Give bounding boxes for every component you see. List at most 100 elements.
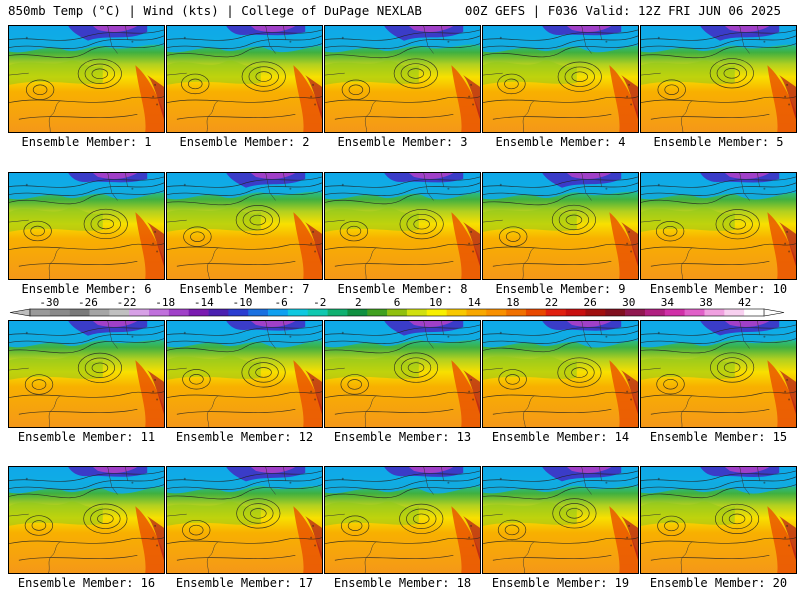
ensemble-member-label: Ensemble Member: 9 (495, 282, 626, 296)
colorbar-swatch (525, 309, 547, 316)
colorbar-swatch (347, 309, 368, 316)
ensemble-member-map (8, 25, 165, 133)
colorbar-swatch (406, 309, 428, 316)
ensemble-member-label: Ensemble Member: 5 (653, 135, 784, 149)
colorbar-swatch (30, 309, 51, 316)
colorbar-tick-label: -22 (117, 297, 137, 309)
ensemble-member-label: Ensemble Member: 16 (17, 576, 156, 590)
ensemble-member-label: Ensemble Member: 18 (333, 576, 472, 590)
colorbar-swatch (585, 309, 606, 316)
ensemble-member-label: Ensemble Member: 2 (179, 135, 310, 149)
colorbar-swatch (426, 309, 447, 316)
colorbar-swatch (506, 309, 527, 316)
colorbar-arrow-left (9, 308, 31, 317)
colorbar-swatch (129, 309, 150, 316)
colorbar-tick-label: 6 (394, 297, 401, 309)
colorbar-swatch (684, 309, 705, 316)
colorbar-swatch (89, 309, 110, 316)
ensemble-member-map (324, 172, 481, 280)
colorbar-swatch (605, 309, 626, 316)
colorbar-tick-label: 2 (355, 297, 362, 309)
colorbar-tick-label: 30 (622, 297, 635, 309)
colorbar-tick-label: -30 (39, 297, 59, 309)
ensemble-member-map (482, 320, 639, 428)
ensemble-member-label: Ensemble Member: 14 (491, 430, 630, 444)
ensemble-member-label: Ensemble Member: 6 (21, 282, 152, 296)
ensemble-member-label: Ensemble Member: 13 (333, 430, 472, 444)
ensemble-member-map (166, 466, 323, 574)
colorbar-swatch (446, 309, 467, 316)
ensemble-member-map (640, 25, 797, 133)
colorbar-swatch (545, 309, 566, 316)
colorbar-tick-label: 10 (429, 297, 442, 309)
ensemble-member-label: Ensemble Member: 8 (337, 282, 468, 296)
ensemble-member-map (8, 466, 165, 574)
colorbar-swatch (644, 309, 666, 316)
colorbar-tick-label: -14 (194, 297, 214, 309)
temperature-colorbar: -30 -26 -22 -18 -14 -10 -6 -2 2 6 10 14 18 22 26 30 34 38… (9, 297, 785, 317)
colorbar-tick-label: -26 (78, 297, 98, 309)
ensemble-member-label: Ensemble Member: 7 (179, 282, 310, 296)
ensemble-member-map (324, 466, 481, 574)
colorbar-swatch (208, 309, 229, 316)
colorbar-swatch (287, 309, 309, 316)
ensemble-member-map (8, 320, 165, 428)
ensemble-member-label: Ensemble Member: 1 (21, 135, 152, 149)
ensemble-member-map (166, 320, 323, 428)
ensemble-member-label: Ensemble Member: 10 (649, 282, 788, 296)
colorbar-swatch (625, 309, 646, 316)
colorbar-swatch (466, 309, 487, 316)
ensemble-member-map (166, 172, 323, 280)
colorbar-swatch (744, 309, 765, 316)
ensemble-member-map (482, 172, 639, 280)
ensemble-member-map (324, 25, 481, 133)
colorbar-swatch (109, 309, 130, 316)
colorbar-swatch (149, 309, 170, 316)
ensemble-member-map (482, 466, 639, 574)
colorbar-tick-label: 42 (738, 297, 751, 309)
colorbar-swatch (69, 309, 90, 316)
ensemble-member-map (640, 320, 797, 428)
colorbar-swatch (565, 309, 586, 316)
ensemble-member-label: Ensemble Member: 4 (495, 135, 626, 149)
ensemble-member-label: Ensemble Member: 19 (491, 576, 630, 590)
ensemble-member-map (640, 172, 797, 280)
ensemble-member-label: Ensemble Member: 15 (649, 430, 788, 444)
ensemble-member-label: Ensemble Member: 17 (175, 576, 314, 590)
colorbar-swatch (486, 309, 507, 316)
colorbar-swatch (168, 309, 190, 316)
colorbar-tick-label: 14 (468, 297, 482, 309)
colorbar-swatch (704, 309, 725, 316)
ensemble-member-label: Ensemble Member: 20 (649, 576, 788, 590)
colorbar-arrow-right (763, 308, 785, 317)
colorbar-tick-label: -6 (274, 297, 287, 309)
run-valid-time: 00Z GEFS | F036 Valid: 12Z FRI JUN 06 20… (464, 3, 781, 18)
ensemble-member-map (8, 172, 165, 280)
colorbar-swatch (724, 309, 745, 316)
colorbar-swatch (327, 309, 348, 316)
ensemble-member-label: Ensemble Member: 11 (17, 430, 156, 444)
map-title: 850mb Temp (°C) | Wind (kts) | College o… (8, 3, 422, 18)
colorbar-tick-label: 26 (584, 297, 597, 309)
colorbar-swatch (367, 309, 388, 316)
ensemble-member-label: Ensemble Member: 12 (175, 430, 314, 444)
ensemble-member-map (482, 25, 639, 133)
colorbar-tick-label: 18 (506, 297, 519, 309)
colorbar-tick-label: 22 (545, 297, 558, 309)
colorbar-tick-label: 38 (699, 297, 712, 309)
ensemble-member-map (640, 466, 797, 574)
colorbar-swatch (248, 309, 269, 316)
colorbar-swatch (49, 309, 70, 316)
colorbar-swatch (188, 309, 209, 316)
ensemble-member-map (324, 320, 481, 428)
colorbar-tick-label: -18 (155, 297, 175, 309)
colorbar-tick-label: 34 (661, 297, 675, 309)
ensemble-member-map (166, 25, 323, 133)
colorbar-swatch (228, 309, 249, 316)
colorbar-swatch (664, 309, 685, 316)
colorbar-swatch (307, 309, 328, 316)
colorbar-tick-label: -2 (313, 297, 326, 309)
ensemble-member-label: Ensemble Member: 3 (337, 135, 468, 149)
colorbar-frame (29, 308, 765, 317)
colorbar-tick-label: -10 (233, 297, 253, 309)
